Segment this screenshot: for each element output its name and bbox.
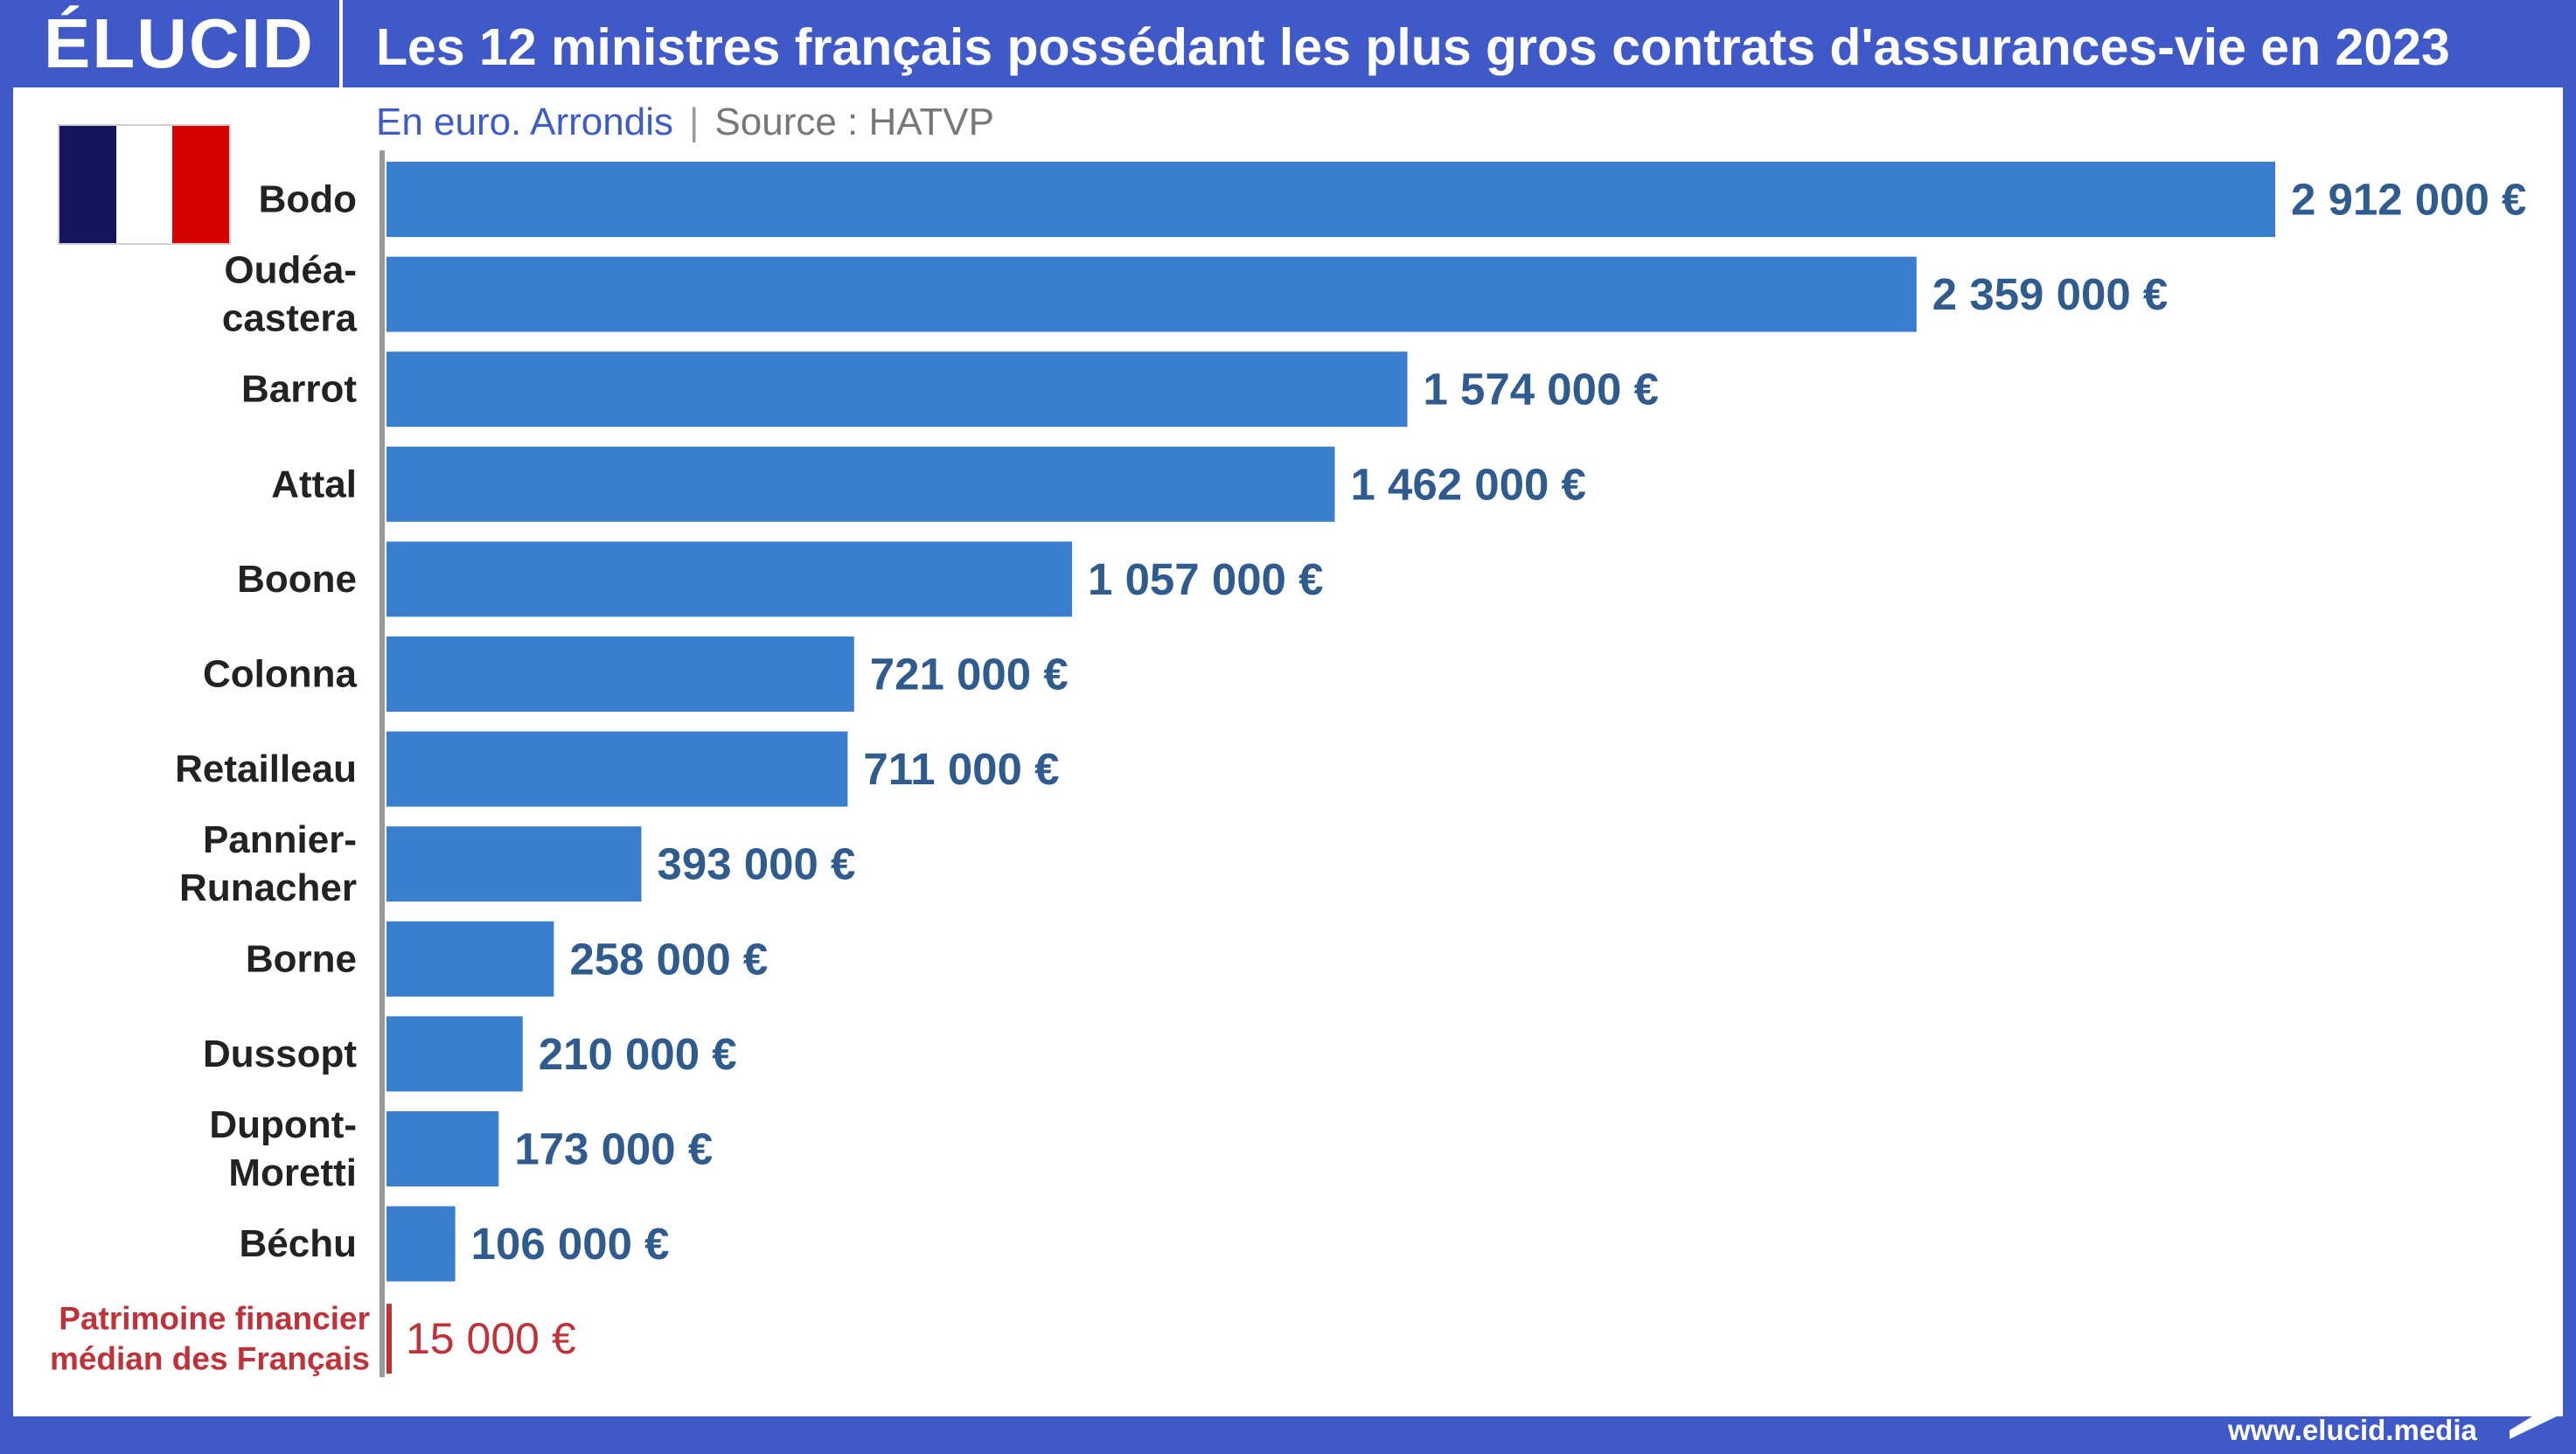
bar	[386, 1016, 523, 1092]
category-label: Boone	[237, 558, 357, 601]
chart-subtitle: En euro. Arrondis | Source : HATVP	[376, 94, 994, 150]
value-label: 1 462 000 €	[1350, 459, 1585, 509]
subtitle-separator: |	[688, 101, 700, 143]
footer-url: www.elucid.media	[2228, 1414, 2477, 1446]
category-label: médian des Français	[50, 1341, 370, 1377]
bar	[386, 1111, 499, 1186]
bar	[386, 541, 1073, 617]
bar	[386, 1206, 456, 1282]
bar	[386, 731, 848, 807]
bar	[386, 351, 1408, 428]
bar	[386, 1304, 392, 1374]
bar	[386, 256, 1917, 332]
category-label: castera	[222, 297, 358, 340]
flag-white-stripe	[115, 126, 173, 243]
value-label: 393 000 €	[658, 839, 856, 889]
value-label: 258 000 €	[569, 934, 768, 984]
bar	[386, 637, 854, 712]
value-label: 1 574 000 €	[1424, 365, 1659, 414]
unit-note: En euro. Arrondis	[376, 101, 673, 143]
source-note: Source : HATVP	[714, 101, 994, 143]
value-label: 106 000 €	[471, 1219, 670, 1269]
bar	[386, 921, 554, 997]
france-flag-icon	[58, 124, 231, 245]
value-label: 2 912 000 €	[2291, 175, 2526, 225]
page-title: Les 12 ministres français possédant les …	[376, 18, 2450, 76]
value-label: 721 000 €	[870, 650, 1069, 699]
category-label: Runacher	[179, 866, 357, 909]
flag-red-stripe	[172, 126, 230, 243]
category-label: Dussopt	[203, 1033, 357, 1075]
bar	[386, 162, 2275, 237]
category-label: Barrot	[241, 368, 357, 411]
flag-blue-stripe	[59, 126, 116, 243]
value-label: 2 359 000 €	[1932, 269, 2168, 319]
category-label: Patrimoine financier	[59, 1301, 370, 1337]
value-label: 173 000 €	[514, 1124, 713, 1174]
value-label: 1 057 000 €	[1088, 554, 1323, 604]
header-bar: ÉLUCID Les 12 ministres français posséda…	[0, 0, 2576, 87]
value-label: 210 000 €	[539, 1029, 737, 1079]
category-label: Attal	[271, 463, 357, 505]
category-label: Bodo	[259, 178, 357, 221]
header-divider	[339, 0, 343, 87]
y-axis-line	[379, 150, 385, 1378]
category-label: Borne	[246, 937, 357, 980]
category-label: Pannier-	[203, 818, 357, 861]
value-label: 15 000 €	[406, 1314, 576, 1363]
category-label: Colonna	[203, 653, 358, 696]
category-label: Béchu	[240, 1222, 357, 1265]
category-label: Dupont-	[209, 1103, 357, 1146]
bar	[386, 446, 1335, 522]
category-label: Retailleau	[175, 748, 357, 790]
elucid-logo: ÉLUCID	[44, 4, 315, 82]
category-label: Oudéa-	[224, 249, 357, 292]
value-label: 711 000 €	[863, 744, 1059, 794]
bar	[386, 826, 642, 902]
category-label: Moretti	[228, 1151, 357, 1194]
elucid-mark-icon	[2510, 1399, 2560, 1439]
